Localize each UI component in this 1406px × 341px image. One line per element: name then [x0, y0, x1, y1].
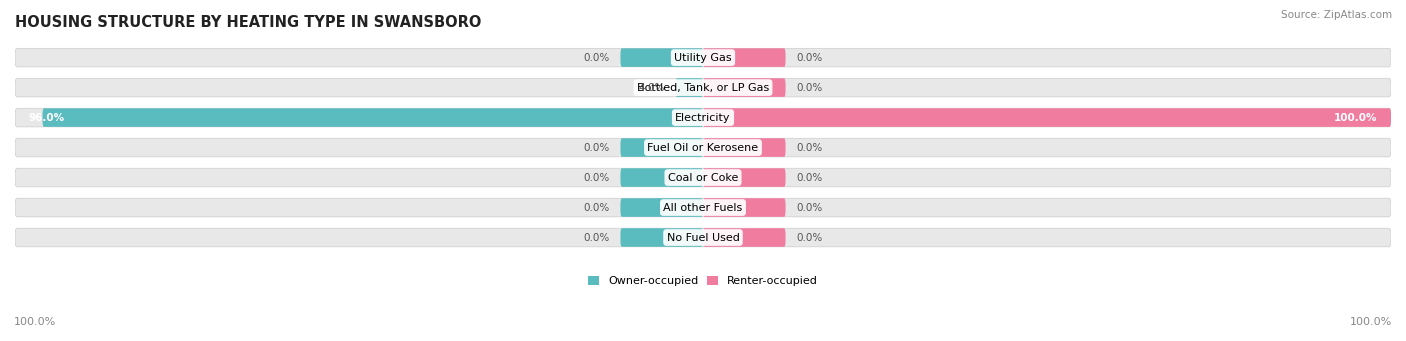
FancyBboxPatch shape [15, 228, 1391, 247]
Text: No Fuel Used: No Fuel Used [666, 233, 740, 242]
Text: All other Fuels: All other Fuels [664, 203, 742, 212]
FancyBboxPatch shape [15, 138, 1391, 157]
FancyBboxPatch shape [620, 198, 703, 217]
Text: 0.0%: 0.0% [796, 83, 823, 93]
FancyBboxPatch shape [15, 168, 1391, 187]
Text: 100.0%: 100.0% [1334, 113, 1378, 122]
Text: 0.0%: 0.0% [583, 143, 610, 152]
FancyBboxPatch shape [675, 78, 703, 97]
Text: 100.0%: 100.0% [14, 317, 56, 327]
FancyBboxPatch shape [620, 138, 703, 157]
Text: Bottled, Tank, or LP Gas: Bottled, Tank, or LP Gas [637, 83, 769, 93]
Text: Coal or Coke: Coal or Coke [668, 173, 738, 182]
Text: Fuel Oil or Kerosene: Fuel Oil or Kerosene [647, 143, 759, 152]
Text: 0.0%: 0.0% [583, 53, 610, 63]
Text: 100.0%: 100.0% [1350, 317, 1392, 327]
Text: Utility Gas: Utility Gas [675, 53, 731, 63]
Text: 0.0%: 0.0% [583, 203, 610, 212]
FancyBboxPatch shape [703, 48, 786, 67]
Text: 0.0%: 0.0% [796, 173, 823, 182]
FancyBboxPatch shape [15, 78, 1391, 97]
FancyBboxPatch shape [620, 48, 703, 67]
Text: 0.0%: 0.0% [796, 203, 823, 212]
Text: 0.0%: 0.0% [796, 143, 823, 152]
FancyBboxPatch shape [15, 108, 1391, 127]
FancyBboxPatch shape [703, 108, 1391, 127]
FancyBboxPatch shape [703, 168, 786, 187]
Legend: Owner-occupied, Renter-occupied: Owner-occupied, Renter-occupied [583, 271, 823, 291]
Text: 4.0%: 4.0% [638, 83, 665, 93]
Text: HOUSING STRUCTURE BY HEATING TYPE IN SWANSBORO: HOUSING STRUCTURE BY HEATING TYPE IN SWA… [15, 15, 481, 30]
Text: 0.0%: 0.0% [583, 233, 610, 242]
Text: 0.0%: 0.0% [796, 53, 823, 63]
FancyBboxPatch shape [15, 198, 1391, 217]
FancyBboxPatch shape [703, 78, 786, 97]
Text: Electricity: Electricity [675, 113, 731, 122]
Text: Source: ZipAtlas.com: Source: ZipAtlas.com [1281, 10, 1392, 20]
FancyBboxPatch shape [15, 48, 1391, 67]
Text: 0.0%: 0.0% [583, 173, 610, 182]
FancyBboxPatch shape [703, 198, 786, 217]
FancyBboxPatch shape [703, 228, 786, 247]
FancyBboxPatch shape [620, 168, 703, 187]
Text: 96.0%: 96.0% [28, 113, 65, 122]
FancyBboxPatch shape [703, 138, 786, 157]
Text: 0.0%: 0.0% [796, 233, 823, 242]
FancyBboxPatch shape [620, 228, 703, 247]
FancyBboxPatch shape [42, 108, 703, 127]
